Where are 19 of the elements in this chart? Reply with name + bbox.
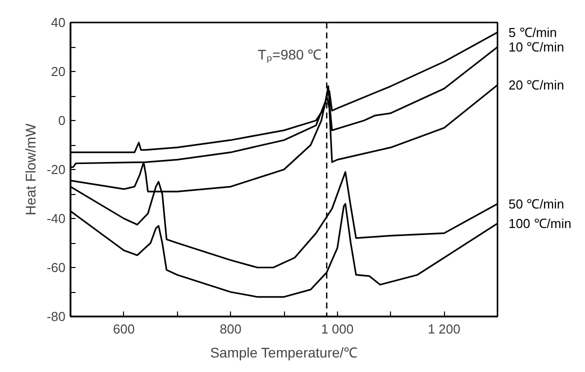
x-tick-label: 800 [220, 322, 242, 336]
ref-line-label: Tₚ=980 ℃ [258, 46, 322, 64]
series-label: 50 ℃/min [508, 196, 564, 212]
series-label: 10 ℃/min [508, 40, 564, 54]
y-tick-label: -20 [46, 162, 66, 177]
y-tick-label: -80 [46, 309, 66, 324]
x-tick-label: 600 [113, 322, 135, 336]
series-label: 5 ℃/min [508, 24, 557, 40]
y-tick-label: -40 [46, 211, 66, 226]
y-tick-label: -60 [46, 260, 66, 275]
x-tick-label: 1 000 [321, 322, 354, 336]
y-tick-label: 0 [58, 113, 66, 128]
x-tick-label: 1 200 [428, 322, 460, 336]
series-label: 100 ℃/min [508, 216, 572, 231]
x-axis-title: Sample Temperature/℃ [210, 344, 358, 360]
y-axis-title: Heat Flow/mW [22, 122, 39, 216]
y-tick-label: 20 [51, 64, 66, 79]
y-tick-label: 40 [51, 15, 66, 30]
series-label: 20 ℃/min [508, 77, 564, 92]
